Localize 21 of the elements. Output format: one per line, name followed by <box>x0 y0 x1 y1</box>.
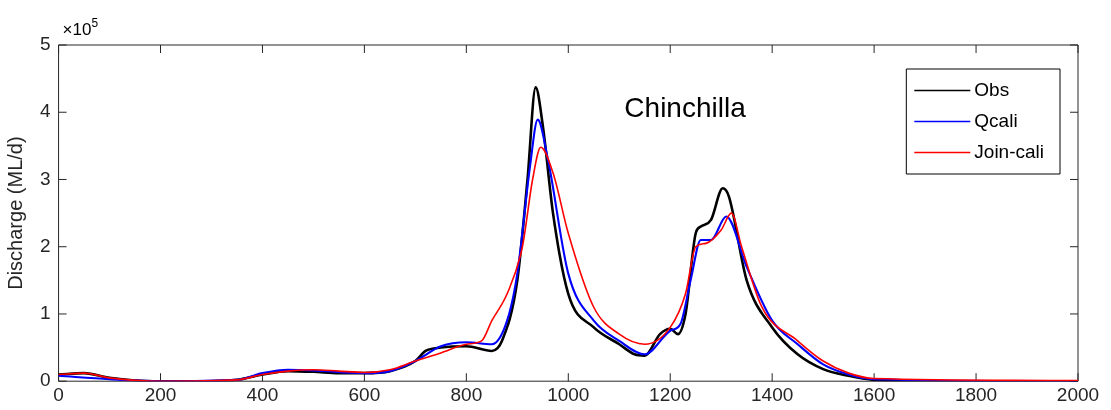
x-tick-label: 1200 <box>649 383 692 405</box>
x-tick-label: 600 <box>348 383 381 405</box>
x-tick-label: 800 <box>450 383 483 405</box>
x-tick-label: 1400 <box>751 383 794 405</box>
x-tick-label: 1800 <box>954 383 998 405</box>
x-tick-label: 1600 <box>852 383 896 405</box>
annotation: Chinchilla <box>624 92 747 123</box>
y-tick-label: 4 <box>39 100 51 122</box>
y-axis-title: Discharge (ML/d) <box>3 136 26 290</box>
legend-label: Join-cali <box>974 140 1045 162</box>
x-tick-label: 1000 <box>547 383 590 405</box>
y-tick-label: 3 <box>39 167 51 189</box>
y-tick-label: 5 <box>39 33 51 55</box>
legend-label: Qcali <box>974 109 1018 131</box>
y-tick-label: 1 <box>39 302 51 324</box>
x-tick-label: 400 <box>246 383 279 405</box>
y-tick-label: 0 <box>39 369 51 391</box>
x-tick-label: 200 <box>144 383 177 405</box>
x-tick-label: 2000 <box>1056 383 1100 405</box>
legend-label: Obs <box>974 78 1010 100</box>
y-tick-label: 2 <box>39 234 51 256</box>
